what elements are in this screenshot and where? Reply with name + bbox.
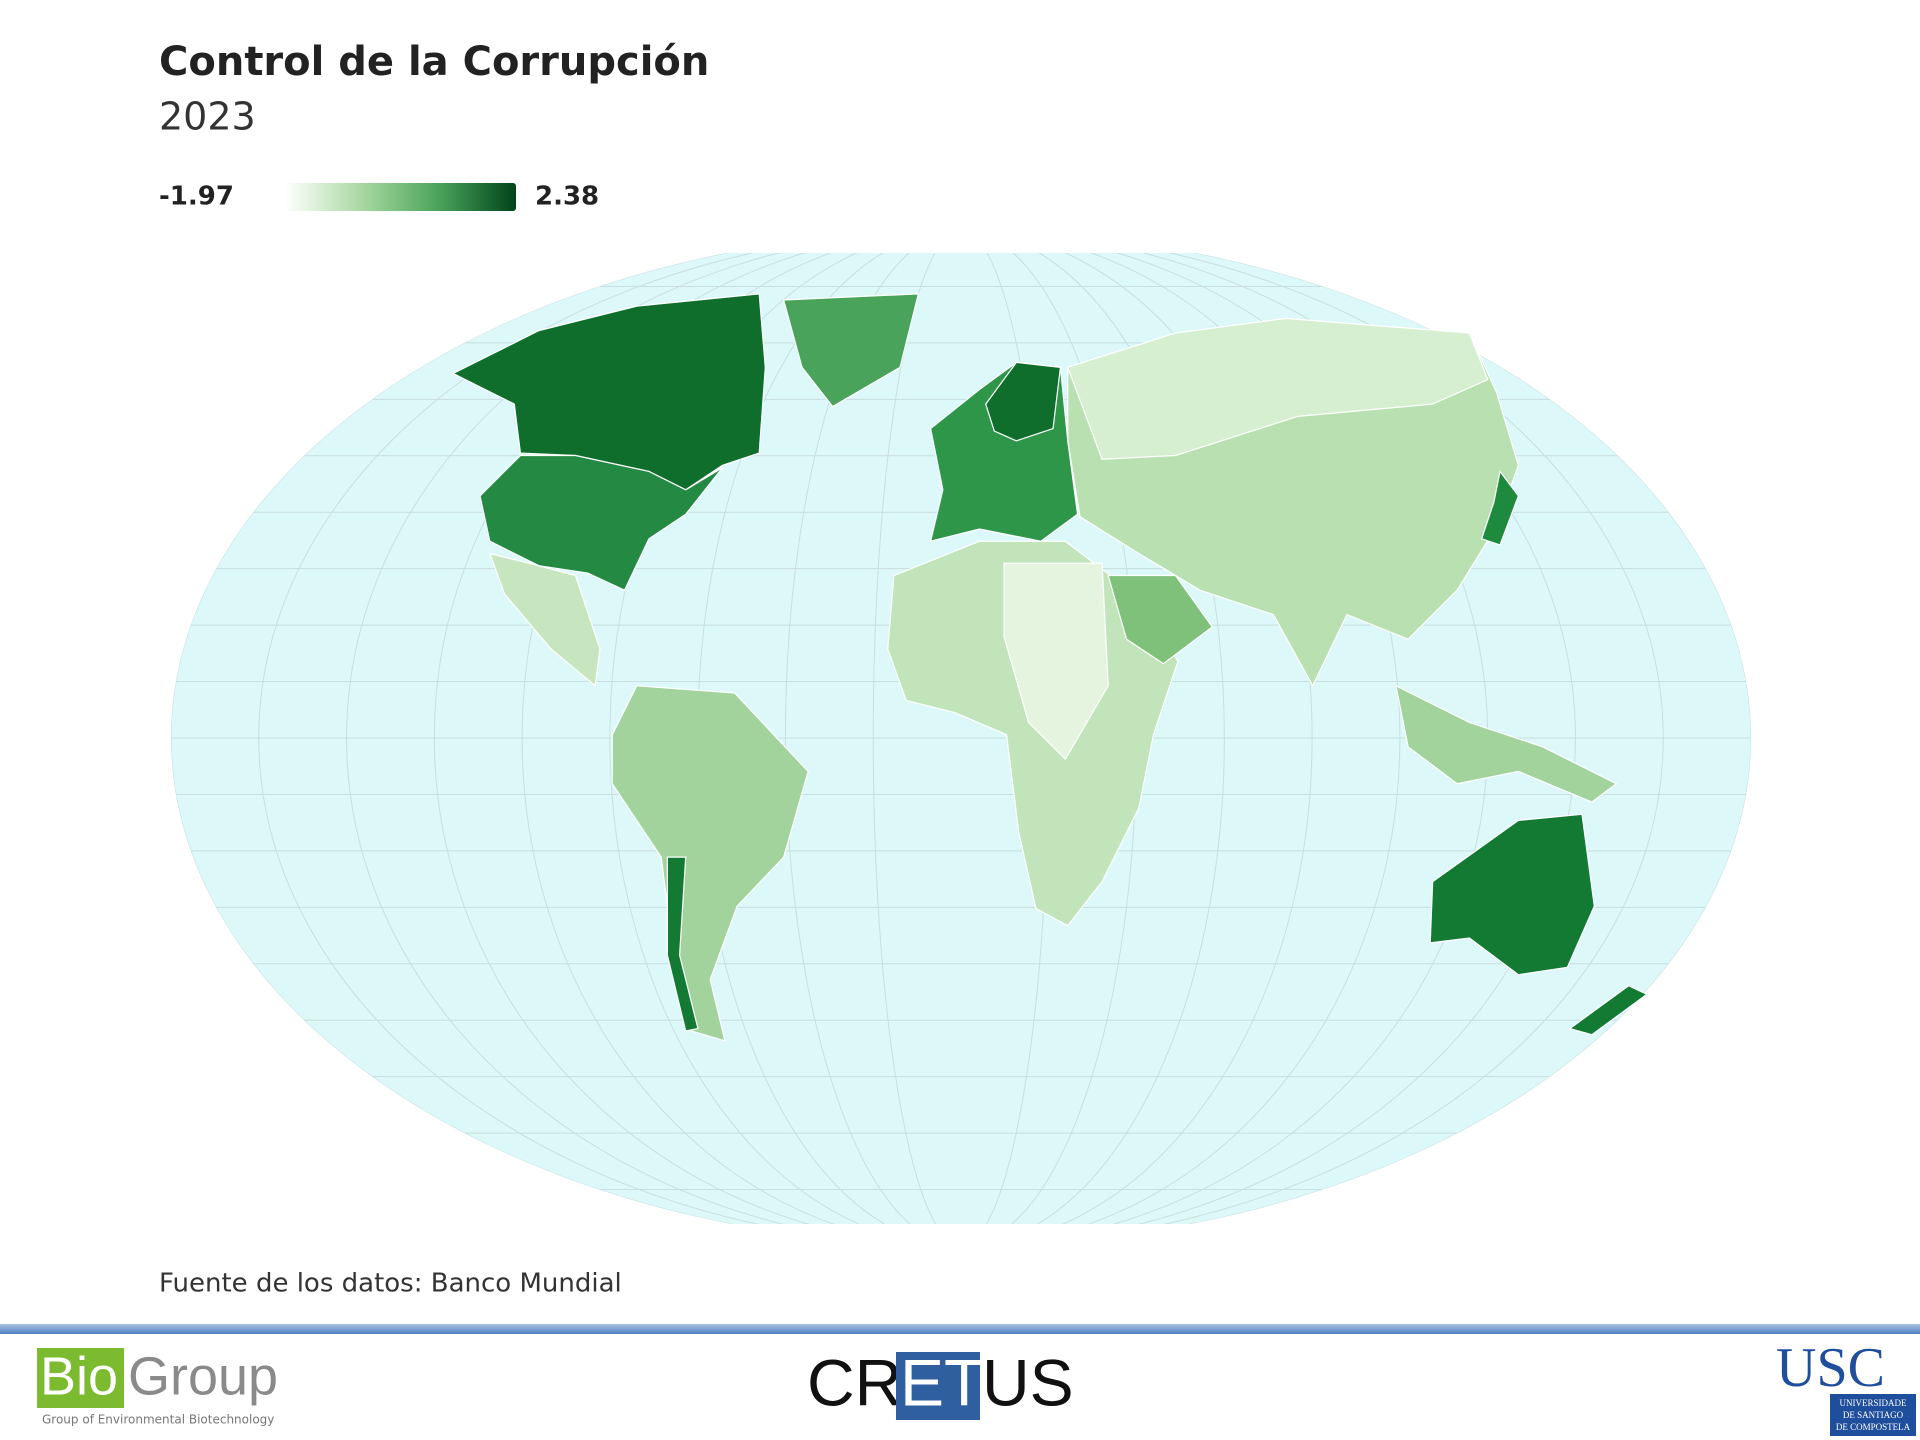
usc-line: DE SANTIAGO [1843,1410,1904,1420]
usc-name: USC [1776,1337,1885,1399]
central-america [488,552,601,687]
legend-min: -1.97 [159,182,234,212]
usa [479,454,723,592]
central-africa [1003,562,1109,761]
map [171,253,1751,1224]
legend-gradient [285,183,516,211]
nordics [985,361,1062,442]
australia [1429,813,1595,976]
logo-box [37,1348,124,1408]
logo-bio: Bio [40,1346,118,1406]
cretus-logo: CR ET US [807,1345,1074,1420]
arabia [1107,574,1214,665]
footer-line [0,1324,1920,1334]
biogroup-logo: Bio Group Group of Environmental Biotech… [37,1346,278,1427]
usc-logo: USC UNIVERSIDADE DE SANTIAGO DE COMPOSTE… [1776,1337,1916,1436]
logo-group: Group [128,1346,278,1406]
usc-line: UNIVERSIDADE [1840,1398,1907,1408]
cretus-c: US [982,1345,1074,1419]
usc-line: DE COMPOSTELA [1836,1422,1911,1432]
subtitle: 2023 [159,95,256,139]
land [451,293,1649,1042]
usc-box [1830,1394,1916,1436]
chile [666,856,699,1032]
southeast-asia [1395,684,1618,803]
cretus-a: CR [807,1345,902,1419]
cretus-b: ET [900,1345,984,1419]
greenland [782,293,920,408]
legend-max: 2.38 [535,182,599,212]
russia [1066,317,1489,460]
source: Fuente de los datos: Banco Mundial [159,1269,622,1299]
new-zealand [1568,985,1649,1036]
south-america [611,685,809,1042]
logo-tagline: Group of Environmental Biotechnology [42,1413,274,1427]
japan [1480,469,1520,546]
canada [451,293,766,491]
title: Control de la Corrupción [159,39,709,85]
cretus-box [896,1352,980,1420]
